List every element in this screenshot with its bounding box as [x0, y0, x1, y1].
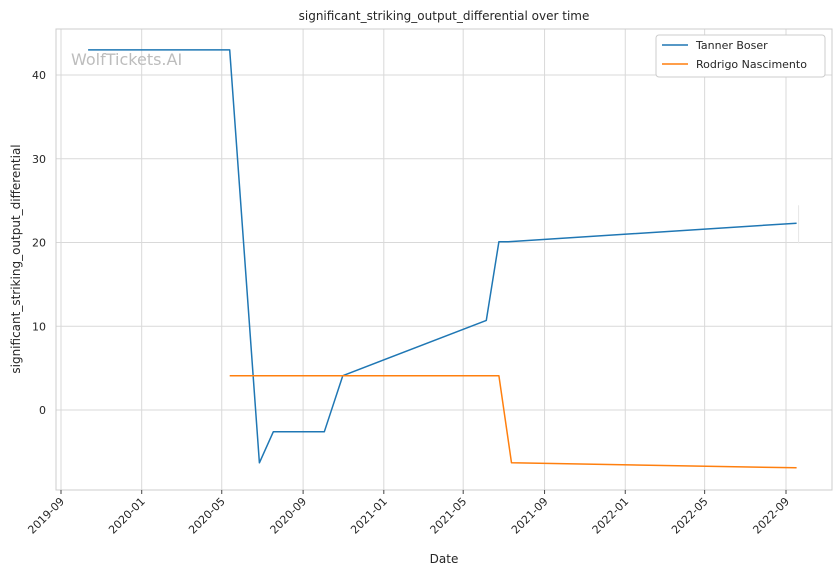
y-tick-label: 10 — [32, 320, 46, 333]
legend: Tanner Boser Rodrigo Nascimento — [655, 34, 826, 78]
y-axis-label: significant_striking_output_differential — [9, 144, 23, 373]
x-tick-label: 2022-05 — [669, 495, 711, 537]
x-tick-label: 2021-09 — [509, 495, 551, 537]
x-gridlines — [60, 29, 787, 490]
watermark: WolfTickets.AI — [71, 50, 182, 69]
x-tick-label: 2019-09 — [25, 495, 67, 537]
series-line-1 — [88, 49, 797, 464]
y-tick-label: 40 — [32, 69, 46, 82]
x-tick-label: 2021-01 — [348, 495, 390, 537]
series-line-2 — [229, 374, 797, 469]
y-gridlines — [56, 74, 832, 411]
x-axis-label: Date — [430, 552, 459, 566]
x-tick-label: 2020-01 — [106, 495, 148, 537]
y-tick-labels: 0 10 20 30 40 — [32, 69, 46, 417]
legend-label: Rodrigo Nascimento — [696, 58, 807, 71]
x-tick-label: 2022-09 — [750, 495, 792, 537]
y-tick-label: 0 — [39, 404, 46, 417]
x-tick-label: 2020-05 — [186, 495, 228, 537]
y-tick-label: 20 — [32, 237, 46, 250]
x-tick-labels: 2019-09 2020-01 2020-05 2020-09 2021-01 2021-… — [25, 490, 792, 537]
plot-frame — [55, 28, 833, 491]
x-tick-label: 2022-01 — [590, 495, 632, 537]
x-tick-label: 2021-05 — [428, 495, 470, 537]
legend-label: Tanner Boser — [695, 39, 768, 52]
chart-title: significant_striking_output_differential… — [299, 9, 590, 23]
legend-box — [655, 34, 826, 78]
series-layer — [88, 49, 800, 469]
x-tick-label: 2020-09 — [268, 495, 310, 537]
y-tick-label: 30 — [32, 153, 46, 166]
